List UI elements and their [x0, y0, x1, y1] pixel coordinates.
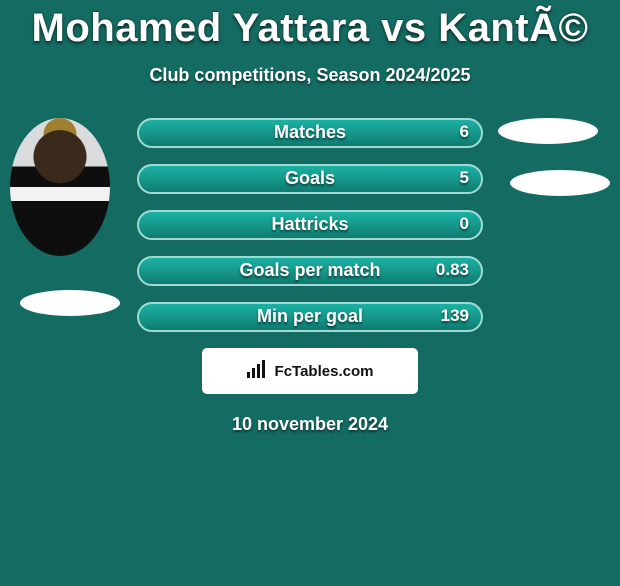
player-left-shadow-ellipse — [20, 290, 120, 316]
bar-row-goals: Goals 5 — [137, 164, 483, 194]
bar-label: Matches — [137, 122, 483, 143]
bar-label: Min per goal — [137, 306, 483, 327]
chart-bars-icon — [247, 360, 275, 383]
player-right-ellipse-1 — [498, 118, 598, 144]
bar-label: Goals per match — [137, 260, 483, 281]
bar-label: Hattricks — [137, 214, 483, 235]
bar-value: 139 — [441, 306, 469, 326]
snapshot-date: 10 november 2024 — [0, 414, 620, 435]
subtitle: Club competitions, Season 2024/2025 — [0, 65, 620, 86]
page-title: Mohamed Yattara vs KantÃ© — [0, 6, 620, 51]
bar-value: 6 — [460, 122, 469, 142]
stat-bars: Matches 6 Goals 5 Hattricks 0 Goals per … — [137, 118, 483, 332]
comparison-chart: Matches 6 Goals 5 Hattricks 0 Goals per … — [0, 118, 620, 332]
bar-row-goals-per-match: Goals per match 0.83 — [137, 256, 483, 286]
bar-row-hattricks: Hattricks 0 — [137, 210, 483, 240]
footer-brand-text: FcTables.com — [275, 363, 374, 380]
bar-value: 5 — [460, 168, 469, 188]
bar-row-min-per-goal: Min per goal 139 — [137, 302, 483, 332]
bar-label: Goals — [137, 168, 483, 189]
bar-row-matches: Matches 6 — [137, 118, 483, 148]
bar-value: 0 — [460, 214, 469, 234]
player-left-avatar — [10, 118, 110, 256]
player-right-ellipse-2 — [510, 170, 610, 196]
footer-brand-box[interactable]: FcTables.com — [202, 348, 418, 394]
bar-value: 0.83 — [436, 260, 469, 280]
